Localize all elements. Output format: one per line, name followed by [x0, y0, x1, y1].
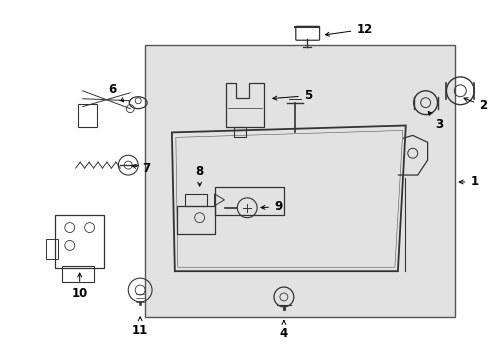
Text: 4: 4 — [279, 320, 287, 340]
Text: 2: 2 — [463, 98, 486, 112]
Bar — [214, 187, 284, 215]
Text: 7: 7 — [132, 162, 150, 175]
Bar — [61, 266, 93, 282]
Text: 5: 5 — [272, 89, 311, 102]
Text: 10: 10 — [71, 273, 88, 300]
Bar — [145, 45, 454, 317]
Text: 11: 11 — [132, 317, 148, 337]
Text: 12: 12 — [325, 23, 372, 36]
Bar — [184, 194, 206, 206]
Text: 8: 8 — [195, 165, 203, 186]
Bar — [46, 239, 58, 259]
Text: 6: 6 — [108, 83, 123, 102]
Bar — [177, 206, 214, 234]
Text: 9: 9 — [261, 200, 282, 213]
Text: 3: 3 — [427, 112, 443, 131]
Text: 1: 1 — [458, 175, 477, 189]
